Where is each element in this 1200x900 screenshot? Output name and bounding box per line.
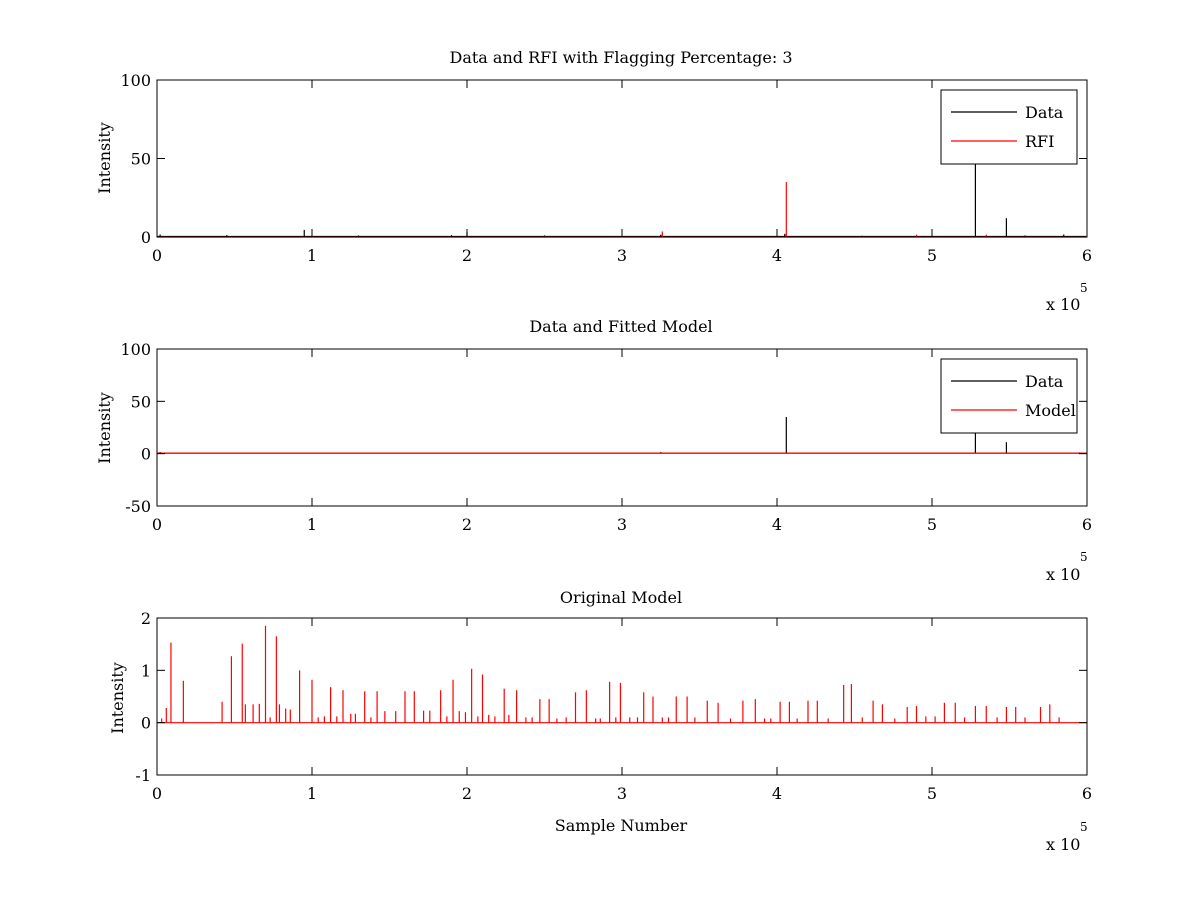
subplot-3-x-tick-label: 0 [152, 784, 162, 803]
subplot-1-x-tick-label: 5 [927, 246, 937, 265]
subplot-2-x-tick-label: 4 [772, 515, 782, 534]
subplot-2-x-tick-label: 3 [617, 515, 627, 534]
subplot-2-legend-label-model: Model [1025, 401, 1076, 420]
subplot-2-x-tick-label: 6 [1082, 515, 1092, 534]
subplot-3-x-tick-label: 2 [462, 784, 472, 803]
subplot-3-y-tick-label: -1 [135, 766, 151, 785]
subplot-3-x-tick-label: 4 [772, 784, 782, 803]
subplot-1-legend-box [940, 89, 1078, 165]
subplot-3-x-tick-label: 5 [927, 784, 937, 803]
subplot-2-legend: Data Model [940, 358, 1078, 434]
subplot-2-x-tick-label: 1 [307, 515, 317, 534]
subplot-2-x-tick-label: 0 [152, 515, 162, 534]
subplot-1-y-tick-label: 0 [141, 228, 151, 247]
subplot-1-y-tick-label: 100 [120, 71, 151, 90]
subplot-2: Data and Fitted Model Intensity x 10 5 0… [95, 317, 1092, 584]
subplot-3-series-model [157, 625, 1087, 724]
subplot-1-x-tick-label: 0 [152, 246, 162, 265]
subplot-2-x-tick-label: 5 [927, 515, 937, 534]
subplot-1-x-multiplier-exponent: 5 [1080, 281, 1088, 295]
subplot-2-y-tick-label: -50 [125, 497, 151, 516]
subplot-3-x-multiplier: x 10 [1046, 835, 1080, 854]
subplot-2-ylabel: Intensity [95, 392, 114, 464]
subplot-3-title: Original Model [560, 588, 682, 607]
subplot-2-y-tick-label: 50 [131, 392, 151, 411]
subplot-3-x-tick-label: 6 [1082, 784, 1092, 803]
subplot-2-title: Data and Fitted Model [529, 317, 712, 336]
subplot-1-x-tick-label: 1 [307, 246, 317, 265]
subplot-1-x-tick-label: 4 [772, 246, 782, 265]
subplot-2-x-multiplier: x 10 [1046, 565, 1080, 584]
subplot-2-plot-area [157, 417, 1087, 454]
subplot-2-x-multiplier-exponent: 5 [1080, 550, 1088, 564]
subplot-1-legend-label-rfi: RFI [1025, 132, 1054, 151]
subplot-2-legend-label-data: Data [1025, 372, 1064, 391]
subplot-2-y-tick-label: 100 [120, 340, 151, 359]
subplot-3-x-tick-label: 3 [617, 784, 627, 803]
subplot-1-x-multiplier: x 10 [1046, 295, 1080, 314]
subplot-3-x-multiplier-exponent: 5 [1080, 820, 1088, 834]
subplot-1-x-tick-label: 2 [462, 246, 472, 265]
subplot-3-y-tick-label: 2 [141, 609, 151, 628]
subplot-1-x-tick-label: 3 [617, 246, 627, 265]
subplot-3-ylabel: Intensity [108, 662, 127, 734]
subplot-2-y-tick-label: 0 [141, 445, 151, 464]
subplot-1-x-tick-label: 6 [1082, 246, 1092, 265]
subplot-1-title: Data and RFI with Flagging Percentage: 3 [449, 48, 792, 67]
subplot-3: Original Model Intensity Sample Number x… [108, 588, 1092, 854]
subplot-2-x-tick-label: 2 [462, 515, 472, 534]
subplot-3-xlabel: Sample Number [555, 816, 688, 835]
subplot-3-y-tick-label: 0 [141, 714, 151, 733]
subplot-3-x-tick-label: 1 [307, 784, 317, 803]
subplot-1: Data and RFI with Flagging Percentage: 3… [95, 48, 1092, 314]
subplot-1-y-tick-label: 50 [131, 150, 151, 169]
subplot-1-ylabel: Intensity [95, 122, 114, 194]
subplot-2-legend-box [940, 358, 1078, 434]
subplot-1-legend: Data RFI [940, 89, 1078, 165]
subplot-3-y-tick-label: 1 [141, 661, 151, 680]
subplot-3-plot-area [157, 625, 1087, 724]
subplot-1-legend-label-data: Data [1025, 103, 1064, 122]
